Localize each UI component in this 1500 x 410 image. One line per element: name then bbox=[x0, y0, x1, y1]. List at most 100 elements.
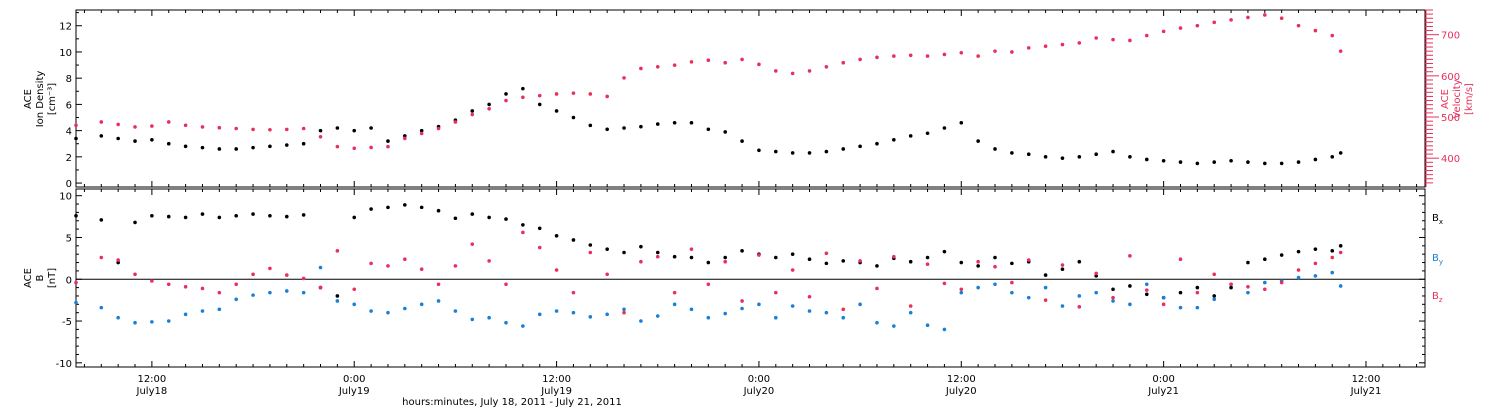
bx-point bbox=[807, 257, 812, 261]
x-axis-title: hours:minutes, July 18, 2011 - July 21, … bbox=[402, 397, 622, 408]
x-tick-time-label: 12:00 bbox=[137, 374, 166, 385]
by-point bbox=[133, 320, 137, 325]
bz-point bbox=[1077, 305, 1082, 309]
velocity-point bbox=[892, 54, 896, 58]
bx-point bbox=[1212, 294, 1217, 298]
bz-point bbox=[892, 254, 896, 259]
bz-point bbox=[318, 285, 323, 290]
bx-point bbox=[1313, 247, 1318, 251]
velocity-point bbox=[436, 126, 441, 131]
x-tick-date-label: July19 bbox=[338, 386, 370, 397]
bx-point bbox=[166, 214, 171, 219]
velocity-point bbox=[284, 127, 289, 132]
velocity-y-tick-label: 400 bbox=[1441, 154, 1460, 165]
velocity-point bbox=[622, 76, 626, 80]
bx-point bbox=[672, 254, 677, 259]
density-point bbox=[504, 92, 508, 96]
velocity-point bbox=[942, 52, 947, 57]
density-point bbox=[1195, 161, 1200, 166]
velocity-point bbox=[841, 60, 846, 65]
by-point bbox=[1010, 290, 1014, 295]
by-point bbox=[436, 299, 441, 303]
by-point bbox=[1296, 275, 1301, 280]
bx-point bbox=[183, 215, 188, 220]
bx-point bbox=[1263, 257, 1267, 261]
by-point bbox=[268, 290, 272, 295]
bz-point bbox=[993, 264, 997, 269]
velocity-point bbox=[925, 54, 930, 58]
bz-point bbox=[116, 258, 120, 262]
velocity-point bbox=[976, 54, 980, 58]
bz-point bbox=[537, 245, 542, 250]
density-point bbox=[1330, 155, 1335, 159]
bx-point bbox=[942, 249, 947, 254]
by-point bbox=[487, 315, 491, 320]
bx-point bbox=[352, 215, 357, 220]
bz-point bbox=[908, 304, 913, 308]
bx-point bbox=[301, 213, 306, 217]
density-point bbox=[790, 151, 795, 155]
legend-bx: Bx bbox=[1432, 213, 1443, 226]
bx-point bbox=[1077, 259, 1082, 264]
velocity-point bbox=[790, 71, 795, 76]
density-point bbox=[1094, 152, 1098, 157]
bz-point bbox=[1212, 272, 1217, 277]
by-point bbox=[1111, 299, 1115, 303]
bz-point bbox=[301, 276, 306, 281]
velocity-point bbox=[1178, 26, 1183, 30]
velocity-point bbox=[571, 91, 576, 95]
velocity-point bbox=[1094, 36, 1098, 40]
bx-point bbox=[976, 264, 980, 268]
bz-point bbox=[1111, 295, 1115, 300]
bx-point bbox=[773, 255, 778, 260]
density-point bbox=[217, 147, 222, 151]
by-point bbox=[470, 317, 475, 322]
bx-point bbox=[622, 250, 626, 255]
b-ylabel-line2: B bbox=[35, 274, 46, 281]
density-point bbox=[318, 128, 323, 133]
density-point bbox=[150, 138, 154, 142]
density-point bbox=[234, 147, 238, 151]
bz-point bbox=[1246, 284, 1250, 289]
velocity-point bbox=[1043, 44, 1048, 49]
density-point bbox=[284, 143, 289, 147]
density-point bbox=[1279, 161, 1284, 166]
x-tick-date-label: July19 bbox=[540, 386, 572, 397]
bx-point bbox=[605, 247, 609, 251]
density-ylabel-line2: Ion Density bbox=[35, 71, 46, 128]
density-point bbox=[1178, 160, 1183, 164]
bz-point bbox=[841, 307, 846, 312]
chart-frames bbox=[75, 9, 1426, 368]
velocity-point bbox=[217, 125, 222, 130]
bx-point bbox=[133, 220, 137, 225]
bz-point bbox=[1263, 287, 1267, 292]
by-point bbox=[1263, 280, 1267, 285]
bz-point bbox=[99, 255, 104, 260]
bx-point bbox=[1111, 287, 1115, 292]
bx-point bbox=[453, 216, 458, 221]
x-tick-date-label: July18 bbox=[136, 386, 168, 397]
velocity-point bbox=[605, 94, 609, 99]
by-point bbox=[74, 300, 78, 305]
density-y-tick-label: 8 bbox=[66, 74, 72, 85]
velocity-point bbox=[1263, 13, 1267, 17]
x-tick-date-label: July21 bbox=[1147, 386, 1179, 397]
velocity-point bbox=[369, 145, 373, 150]
by-point bbox=[1195, 305, 1200, 310]
bx-point bbox=[706, 260, 711, 265]
by-point bbox=[521, 324, 525, 328]
bx-point bbox=[1229, 285, 1233, 290]
density-point bbox=[723, 130, 728, 134]
by-point bbox=[1077, 294, 1082, 298]
bz-point bbox=[1128, 254, 1132, 258]
x-tick-time-label: 0:00 bbox=[343, 374, 365, 385]
b-ylabel-line3: [nT] bbox=[47, 268, 58, 288]
density-point bbox=[824, 149, 829, 154]
by-point bbox=[1144, 282, 1149, 287]
density-point bbox=[419, 128, 424, 133]
bx-point bbox=[689, 255, 694, 260]
density-point bbox=[200, 145, 205, 150]
b-y-tick-label: -5 bbox=[62, 317, 72, 328]
bz-point bbox=[571, 290, 576, 295]
density-point bbox=[925, 131, 930, 136]
